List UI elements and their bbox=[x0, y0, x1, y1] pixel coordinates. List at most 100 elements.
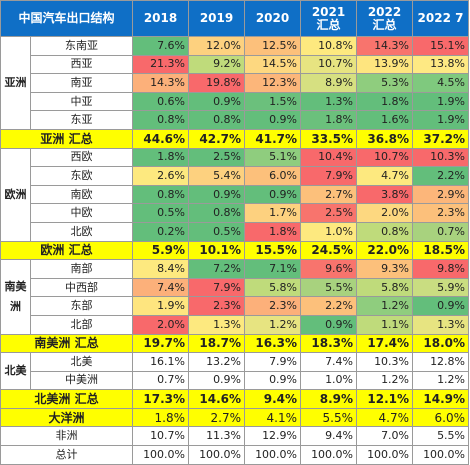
value-cell: 2.5% bbox=[300, 203, 358, 223]
value-cell: 0.7% bbox=[132, 370, 190, 391]
value-cell: 4.5% bbox=[412, 73, 470, 93]
summary-value: 33.5% bbox=[300, 128, 358, 149]
region-label: 西欧 bbox=[29, 147, 134, 168]
col-header-2021-total: 2021 汇总 bbox=[300, 0, 358, 37]
summary-value: 17.4% bbox=[356, 333, 414, 354]
region-label: 中美洲 bbox=[29, 370, 134, 391]
value-cell: 15.1% bbox=[412, 36, 470, 56]
region-label: 东南亚 bbox=[29, 36, 134, 56]
value-cell: 12.0% bbox=[188, 36, 246, 56]
value-cell: 7.2% bbox=[188, 259, 246, 279]
region-label: 东亚 bbox=[29, 110, 134, 130]
value-cell: 4.7% bbox=[356, 166, 414, 186]
table-row: 东亚 0.8% 0.8% 0.9% 1.8% 1.6% 1.9% bbox=[1, 110, 470, 130]
value-cell: 1.0% bbox=[300, 370, 358, 391]
table-row: 中西部 7.4% 7.9% 5.8% 5.5% 5.8% 5.9% bbox=[1, 277, 470, 298]
value-cell: 1.8% bbox=[300, 110, 358, 130]
group-label-north-america: 北美 bbox=[0, 352, 31, 391]
oceania-value: 5.5% bbox=[300, 407, 358, 428]
region-label: 东欧 bbox=[29, 166, 134, 186]
region-label: 西亚 bbox=[29, 54, 134, 75]
total-value: 100.0% bbox=[188, 445, 246, 465]
value-cell: 1.2% bbox=[244, 314, 302, 335]
region-label: 中西部 bbox=[29, 277, 134, 298]
value-cell: 0.9% bbox=[244, 370, 302, 391]
value-cell: 0.8% bbox=[188, 203, 246, 223]
table-row: 北欧 0.2% 0.5% 1.8% 1.0% 0.8% 0.7% bbox=[1, 221, 470, 242]
value-cell: 7.6% bbox=[132, 36, 190, 56]
summary-value: 44.6% bbox=[132, 128, 190, 149]
summary-value: 18.5% bbox=[412, 240, 470, 261]
value-cell: 1.0% bbox=[300, 221, 358, 242]
summary-value: 14.9% bbox=[412, 389, 470, 409]
summary-label: 北美洲 汇总 bbox=[0, 389, 134, 409]
value-cell: 1.3% bbox=[300, 91, 358, 112]
value-cell: 1.2% bbox=[412, 370, 470, 391]
value-cell: 9.2% bbox=[188, 54, 246, 75]
africa-value: 7.0% bbox=[356, 426, 414, 447]
total-value: 100.0% bbox=[132, 445, 190, 465]
total-value: 100.0% bbox=[300, 445, 358, 465]
value-cell: 2.0% bbox=[356, 203, 414, 223]
value-cell: 1.2% bbox=[356, 296, 414, 316]
value-cell: 10.4% bbox=[300, 147, 358, 168]
oceania-value: 2.7% bbox=[188, 407, 246, 428]
value-cell: 0.9% bbox=[188, 370, 246, 391]
africa-label: 非洲 bbox=[0, 426, 134, 447]
table-row: 欧洲 西欧 1.8% 2.5% 5.1% 10.4% 10.7% 10.3% bbox=[0, 147, 470, 242]
value-cell: 1.8% bbox=[356, 91, 414, 112]
table-row: 中美洲 0.7% 0.9% 0.9% 1.0% 1.2% 1.2% bbox=[1, 370, 470, 391]
value-cell: 5.3% bbox=[356, 73, 414, 93]
table-row: 东部 1.9% 2.3% 2.3% 2.2% 1.2% 0.9% bbox=[1, 296, 470, 316]
value-cell: 0.6% bbox=[132, 91, 190, 112]
value-cell: 0.9% bbox=[412, 296, 470, 316]
value-cell: 0.7% bbox=[412, 221, 470, 242]
summary-label: 南美洲 汇总 bbox=[0, 333, 134, 354]
value-cell: 13.8% bbox=[412, 54, 470, 75]
value-cell: 21.3% bbox=[132, 54, 190, 75]
summary-row: 亚洲 汇总 44.6% 42.7% 41.7% 33.5% 36.8% 37.2% bbox=[0, 128, 470, 149]
value-cell: 14.5% bbox=[244, 54, 302, 75]
value-cell: 0.9% bbox=[300, 314, 358, 335]
region-label: 北部 bbox=[29, 314, 134, 335]
value-cell: 13.2% bbox=[188, 352, 246, 372]
value-cell: 8.4% bbox=[132, 259, 190, 279]
value-cell: 2.2% bbox=[412, 166, 470, 186]
value-cell: 13.9% bbox=[356, 54, 414, 75]
oceania-value: 4.1% bbox=[244, 407, 302, 428]
total-value: 100.0% bbox=[244, 445, 302, 465]
africa-value: 9.4% bbox=[300, 426, 358, 447]
summary-value: 18.3% bbox=[300, 333, 358, 354]
table-row: 西亚 21.3% 9.2% 14.5% 10.7% 13.9% 13.8% bbox=[1, 54, 470, 75]
table-row: 南美洲 南部 8.4% 7.2% 7.1% 9.6% 9.3% 9.8% bbox=[0, 259, 470, 335]
group-label-europe: 欧洲 bbox=[0, 147, 31, 242]
value-cell: 10.7% bbox=[356, 147, 414, 168]
value-cell: 1.8% bbox=[244, 221, 302, 242]
africa-value: 10.7% bbox=[132, 426, 190, 447]
value-cell: 16.1% bbox=[132, 352, 190, 372]
value-cell: 2.2% bbox=[300, 296, 358, 316]
value-cell: 2.6% bbox=[132, 166, 190, 186]
col-header-2022-total: 2022 汇总 bbox=[356, 0, 414, 37]
value-cell: 9.6% bbox=[300, 259, 358, 279]
summary-label: 欧洲 汇总 bbox=[0, 240, 134, 261]
africa-value: 5.5% bbox=[412, 426, 470, 447]
value-cell: 0.8% bbox=[132, 184, 190, 205]
summary-value: 19.7% bbox=[132, 333, 190, 354]
value-cell: 14.3% bbox=[132, 73, 190, 93]
value-cell: 10.8% bbox=[300, 36, 358, 56]
summary-value: 5.9% bbox=[132, 240, 190, 261]
total-value: 100.0% bbox=[356, 445, 414, 465]
africa-row: 非洲 10.7% 11.3% 12.9% 9.4% 7.0% 5.5% bbox=[0, 426, 470, 447]
value-cell: 1.7% bbox=[244, 203, 302, 223]
value-cell: 0.8% bbox=[188, 110, 246, 130]
value-cell: 10.3% bbox=[412, 147, 470, 168]
summary-value: 16.3% bbox=[244, 333, 302, 354]
value-cell: 5.9% bbox=[412, 277, 470, 298]
value-cell: 5.8% bbox=[356, 277, 414, 298]
summary-value: 9.4% bbox=[244, 389, 302, 409]
summary-label: 亚洲 汇总 bbox=[0, 128, 134, 149]
region-label: 南亚 bbox=[29, 73, 134, 93]
total-label: 总计 bbox=[0, 445, 134, 465]
africa-value: 12.9% bbox=[244, 426, 302, 447]
